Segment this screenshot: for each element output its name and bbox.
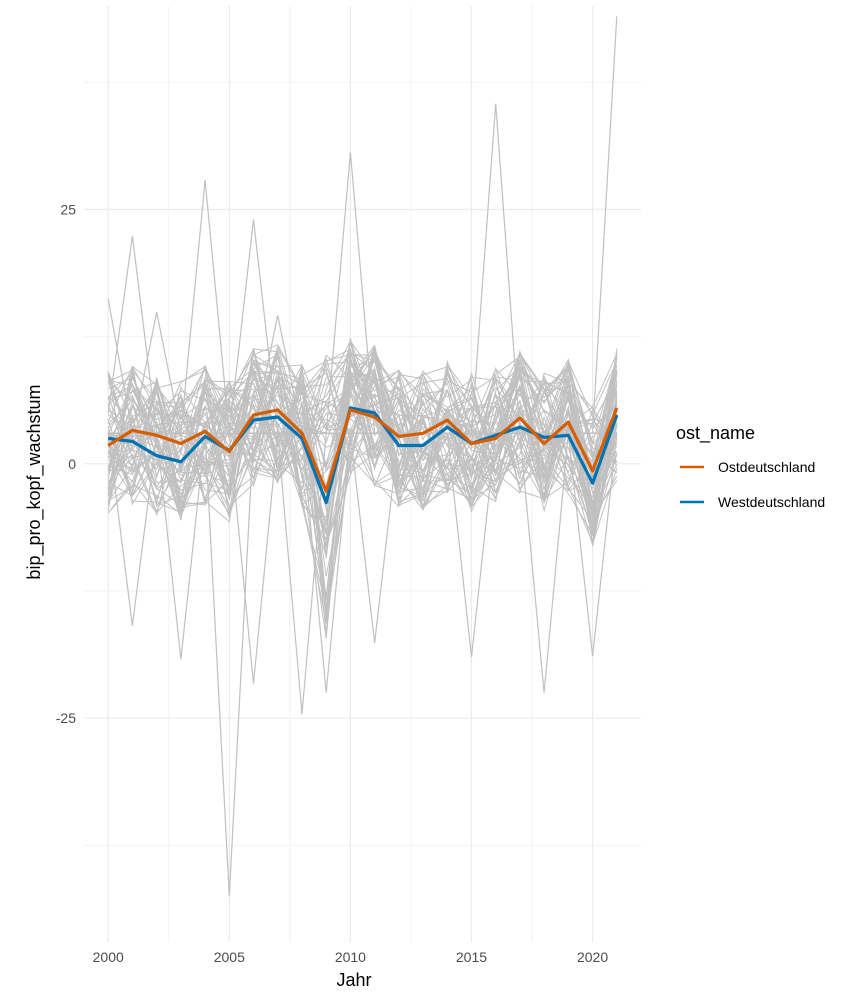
- y-axis-label: bip_pro_kopf_wachstum: [24, 384, 45, 579]
- background-line: [107, 345, 618, 500]
- x-tick-label: 2005: [214, 949, 245, 965]
- legend-label-westdeutschland: Westdeutschland: [718, 494, 825, 510]
- background-line: [107, 346, 618, 621]
- background-line: [107, 355, 618, 518]
- legend: ost_name Ostdeutschland Westdeutschland: [676, 423, 825, 510]
- background-line: [107, 349, 618, 548]
- background-line: [107, 345, 618, 633]
- background-line: [107, 345, 618, 504]
- x-tick-label: 2020: [577, 949, 608, 965]
- background-line: [107, 361, 618, 509]
- background-line: [107, 348, 618, 541]
- background-line: [107, 361, 618, 530]
- background-line: [107, 365, 618, 517]
- grid: [84, 6, 641, 942]
- background-line: [108, 16, 618, 434]
- legend-title: ost_name: [676, 423, 755, 444]
- y-tick-label: 25: [60, 201, 76, 217]
- x-axis-label: Jahr: [336, 970, 371, 990]
- y-tick-label: 0: [68, 456, 76, 472]
- background-line: [107, 348, 618, 506]
- y-tick-label: -25: [56, 710, 76, 726]
- x-tick-label: 2015: [456, 949, 487, 965]
- background-line: [107, 366, 618, 624]
- x-tick-label: 2010: [335, 949, 366, 965]
- x-axis-ticks: 2000 2005 2010 2015 2020: [93, 949, 609, 965]
- background-line: [107, 353, 618, 494]
- y-axis-ticks: -25 0 25: [56, 201, 76, 726]
- x-tick-label: 2000: [93, 949, 124, 965]
- legend-items: Ostdeutschland Westdeutschland: [680, 459, 825, 510]
- series-line-ostdeutschland: [107, 407, 619, 493]
- background-line: [107, 347, 618, 546]
- legend-label-ostdeutschland: Ostdeutschland: [718, 459, 815, 475]
- series-lines: [107, 406, 619, 505]
- background-line: [107, 367, 618, 507]
